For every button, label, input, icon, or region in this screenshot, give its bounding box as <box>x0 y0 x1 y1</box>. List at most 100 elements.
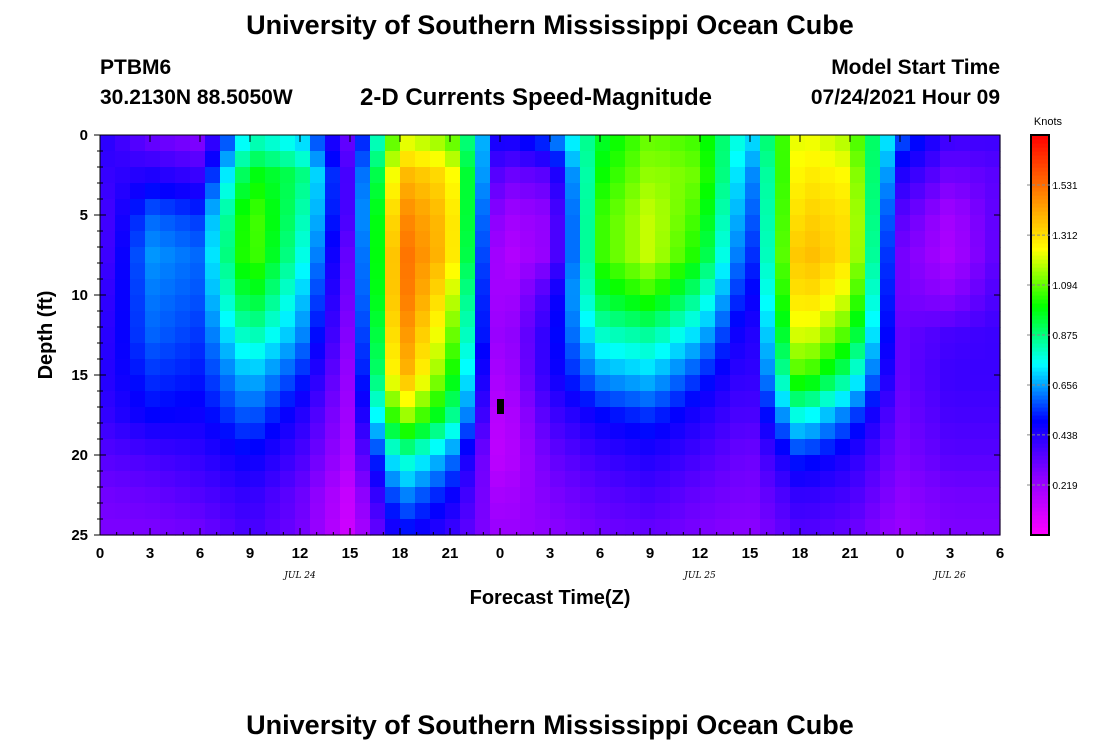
heat-cell <box>685 311 701 328</box>
heat-cell <box>700 311 716 328</box>
heat-cell <box>700 279 716 296</box>
heat-cell <box>985 183 1001 200</box>
heat-cell <box>730 263 746 280</box>
heat-cell <box>565 359 581 376</box>
colorbar-step <box>1031 467 1049 472</box>
heat-cell <box>310 343 326 360</box>
heat-cell <box>340 231 356 248</box>
heat-cell <box>580 151 596 168</box>
heat-cell <box>325 487 341 504</box>
heat-cell <box>355 519 371 536</box>
heat-cell <box>310 183 326 200</box>
heat-cell <box>460 471 476 488</box>
heat-cell <box>385 279 401 296</box>
heat-cell <box>670 423 686 440</box>
heat-cell <box>700 423 716 440</box>
heat-cell <box>205 279 221 296</box>
x-tick-label: 0 <box>496 545 504 562</box>
heat-cell <box>355 359 371 376</box>
heat-cell <box>430 375 446 392</box>
heat-cell <box>655 311 671 328</box>
heat-cell <box>370 503 386 520</box>
heat-cell <box>325 439 341 456</box>
y-tick-label: 25 <box>71 527 88 544</box>
heat-cell <box>685 503 701 520</box>
heat-cell <box>745 487 761 504</box>
heat-cell <box>520 279 536 296</box>
heat-cell <box>145 359 161 376</box>
heat-cell <box>235 439 251 456</box>
heat-cell <box>505 503 521 520</box>
heat-cell <box>610 263 626 280</box>
heat-cell <box>370 359 386 376</box>
heat-cell <box>685 407 701 424</box>
heat-cell <box>205 503 221 520</box>
heat-cell <box>715 183 731 200</box>
heat-cell <box>655 455 671 472</box>
heat-cell <box>820 327 836 344</box>
heat-cell <box>970 375 986 392</box>
heat-cell <box>250 215 266 232</box>
heat-cell <box>205 295 221 312</box>
heat-cell <box>130 295 146 312</box>
heat-cell <box>730 439 746 456</box>
colorbar-step <box>1031 199 1049 204</box>
heat-cell <box>235 343 251 360</box>
heat-cell <box>895 215 911 232</box>
heat-cell <box>475 359 491 376</box>
heat-cell <box>400 151 416 168</box>
heat-cell <box>550 391 566 408</box>
heat-cell <box>625 183 641 200</box>
heat-cell <box>415 519 431 536</box>
heat-cell <box>595 231 611 248</box>
heat-cell <box>145 135 161 152</box>
heat-cell <box>370 311 386 328</box>
heat-cell <box>790 279 806 296</box>
heat-cell <box>145 247 161 264</box>
heat-cell <box>655 295 671 312</box>
heat-cell <box>280 231 296 248</box>
heat-cell <box>835 471 851 488</box>
heat-cell <box>940 231 956 248</box>
heat-cell <box>685 247 701 264</box>
heat-cell <box>115 503 131 520</box>
heat-cell <box>460 391 476 408</box>
heat-cell <box>865 471 881 488</box>
heat-cell <box>340 151 356 168</box>
x-tick-label: 21 <box>842 545 859 562</box>
heat-cell <box>505 151 521 168</box>
colorbar-step <box>1031 411 1049 416</box>
heat-cell <box>205 375 221 392</box>
heat-cell <box>565 391 581 408</box>
heat-cell <box>220 247 236 264</box>
heat-cell <box>220 455 236 472</box>
heat-cell <box>205 247 221 264</box>
heat-cell <box>700 503 716 520</box>
heat-cell <box>805 199 821 216</box>
heat-cell <box>595 423 611 440</box>
heat-cell <box>265 375 281 392</box>
heat-cell <box>250 391 266 408</box>
heat-cell <box>280 135 296 152</box>
heat-cell <box>145 167 161 184</box>
heat-cell <box>565 135 581 152</box>
heat-cell <box>940 455 956 472</box>
heat-cell <box>265 439 281 456</box>
heat-cell <box>190 439 206 456</box>
heat-cell <box>970 231 986 248</box>
heat-cell <box>940 391 956 408</box>
heat-cell <box>625 519 641 536</box>
heat-cell <box>865 343 881 360</box>
heat-cell <box>535 215 551 232</box>
heat-cell <box>790 487 806 504</box>
y-tick-label: 15 <box>71 367 88 384</box>
heat-cell <box>595 135 611 152</box>
heat-cell <box>325 231 341 248</box>
heat-cell <box>610 199 626 216</box>
heat-cell <box>805 215 821 232</box>
heat-cell <box>115 327 131 344</box>
heat-cell <box>115 199 131 216</box>
colorbar-step <box>1031 143 1049 148</box>
heat-cell <box>220 391 236 408</box>
heat-cell <box>550 455 566 472</box>
